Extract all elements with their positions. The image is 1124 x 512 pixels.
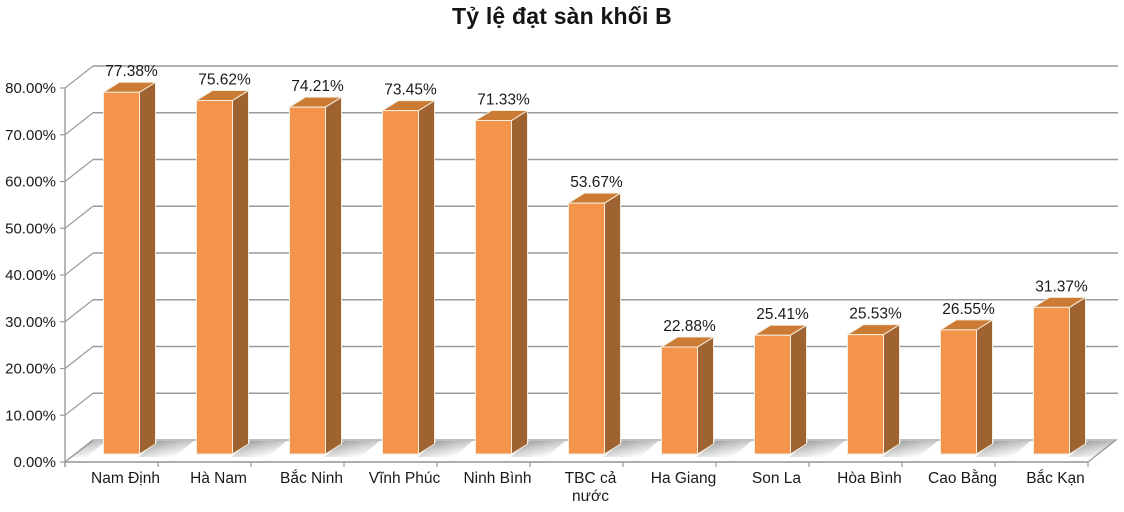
bar-side-face [883,323,900,455]
x-category-label: Nam Định [91,470,160,487]
x-category-label: Bắc Kạn [1026,470,1085,487]
bar-front-face [289,106,326,455]
bar [752,324,809,455]
x-category-label: Vĩnh Phúc [369,470,441,487]
bar-front-face [568,202,605,455]
y-tick-label: 0.00% [13,454,56,471]
wall-depth-line [64,65,94,89]
wall-depth-line [64,112,94,136]
bar-value-label: 74.21% [291,78,344,95]
bar-shadow [975,441,1031,457]
bar [287,96,344,455]
bar [194,89,251,455]
x-category-label: Ha Giang [651,470,716,487]
bar-front-face [940,329,977,455]
wall-depth-line [64,252,94,276]
y-tick-label: 10.00% [5,407,56,424]
x-category-label-line: Cao Bằng [928,470,997,487]
bar-shadow [231,441,287,457]
bar [566,192,623,455]
bar-side-face [604,192,621,455]
bar-side-face [790,324,807,455]
x-category-label: Hòa Bình [837,470,902,487]
wall-depth-line [64,392,94,416]
bar-value-label: 26.55% [942,301,995,318]
bar-value-label: 75.62% [198,71,251,88]
bar-value-label: 22.88% [663,318,716,335]
wall-depth-line [64,159,94,182]
bar-value-label: 53.67% [570,174,623,191]
bar-front-face [196,99,233,455]
bar [473,109,530,455]
x-category-label-line: Son La [752,470,802,487]
bar [938,318,995,455]
bar-value-label: 25.53% [849,306,902,323]
bar-front-face [103,91,140,455]
bar [380,99,437,455]
x-category-label-line: Ninh Bình [463,470,531,487]
bar-shadow [324,441,380,457]
x-category-label-line: Hòa Bình [837,470,902,487]
x-category-label: Ninh Bình [463,470,531,487]
x-category-label-line: Ha Giang [651,470,716,487]
bar-side-face [511,109,528,455]
bar-side-face [325,96,342,455]
bar-shadow [417,441,473,457]
bar-side-face [1069,296,1086,455]
bar-shadow [696,441,752,457]
bar-shadow [789,441,845,457]
bar-side-face [418,99,435,455]
chart-title: Tỷ lệ đạt sàn khối B [452,3,672,29]
x-category-label-line: nước [572,488,609,505]
y-tick-label: 30.00% [5,314,56,331]
x-category-label: Son La [752,470,802,487]
bar [1031,296,1088,455]
bar-front-face [847,334,884,455]
y-tick-label: 40.00% [5,267,56,284]
x-category-label: Hà Nam [190,470,247,487]
wall-depth-line [64,346,94,369]
bar-front-face [382,110,419,455]
bar-value-label: 71.33% [477,92,530,109]
y-tick-label: 60.00% [5,174,56,191]
bar-front-face [1033,306,1070,455]
bar-value-label: 25.41% [756,306,809,323]
bar-front-face [754,334,791,455]
bar-shadow [603,441,659,457]
bar-side-face [976,318,993,455]
x-category-label: Cao Bằng [928,470,997,487]
x-category-label: TBC cả nước [565,470,617,505]
x-category-label-line: Bắc Ninh [280,470,343,487]
bar-shadow [510,441,566,457]
bar-shadow [882,441,938,457]
x-category-label-line: Bắc Kạn [1026,470,1085,487]
bar [659,336,716,455]
x-category-label-line: Nam Định [91,470,160,487]
bar [101,81,158,455]
y-tick-label: 20.00% [5,361,56,378]
y-tick-label: 50.00% [5,220,56,237]
bar-side-face [232,89,249,455]
bar-value-label: 73.45% [384,82,437,99]
bar [845,323,902,455]
bar-side-face [139,81,156,455]
bar-value-label: 77.38% [105,63,158,80]
wall-depth-line [64,205,94,229]
bar-side-face [697,336,714,455]
bar-front-face [661,346,698,455]
bar-front-face [475,120,512,455]
x-category-label-line: TBC cả [565,470,617,487]
y-tick-label: 80.00% [5,80,56,97]
bar-shadow [138,441,194,457]
x-category-label-line: Hà Nam [190,470,247,487]
bar-value-label: 31.37% [1035,278,1088,295]
wall-depth-line [64,299,94,323]
y-tick-label: 70.00% [5,127,56,144]
x-category-label: Bắc Ninh [280,470,343,487]
x-category-label-line: Vĩnh Phúc [369,470,441,487]
